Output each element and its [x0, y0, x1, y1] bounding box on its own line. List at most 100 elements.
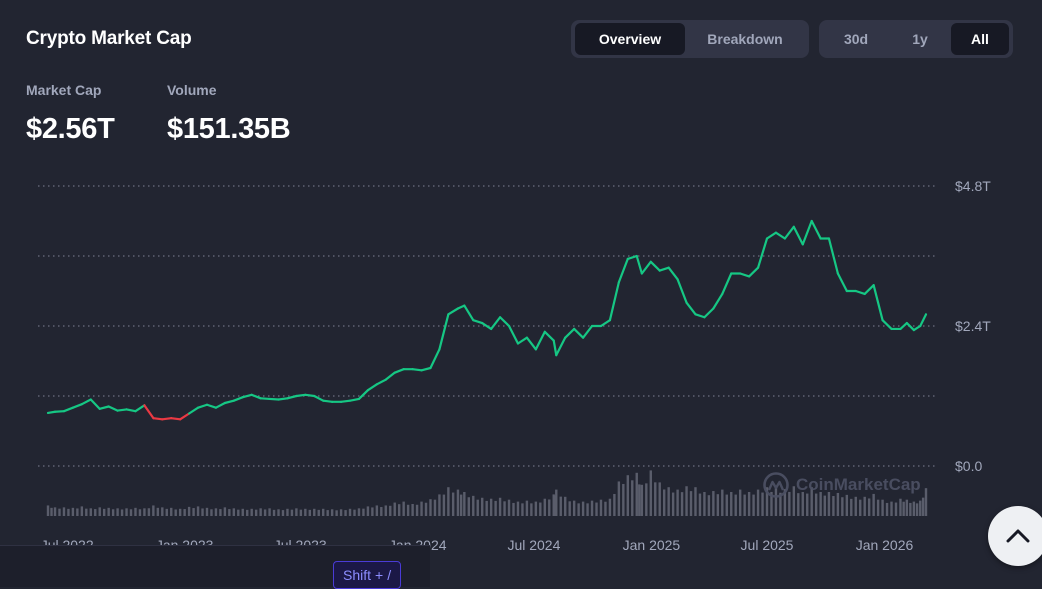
data-point[interactable]	[213, 405, 218, 410]
data-point[interactable]	[294, 394, 299, 399]
data-point[interactable]	[151, 416, 156, 421]
data-point[interactable]	[756, 265, 761, 270]
data-point[interactable]	[616, 280, 621, 285]
data-point[interactable]	[598, 324, 603, 329]
data-point[interactable]	[61, 409, 66, 414]
data-point[interactable]	[240, 395, 245, 400]
data-point[interactable]	[871, 283, 876, 288]
data-point[interactable]	[392, 370, 397, 375]
data-point[interactable]	[455, 306, 460, 311]
data-point[interactable]	[249, 392, 254, 397]
data-point[interactable]	[187, 411, 192, 416]
data-point[interactable]	[889, 326, 894, 331]
data-point[interactable]	[437, 347, 442, 352]
data-point[interactable]	[462, 303, 467, 308]
data-point[interactable]	[401, 367, 406, 372]
keyboard-shortcut-hint[interactable]: Shift + /	[333, 561, 402, 589]
data-point[interactable]	[666, 265, 671, 270]
data-point[interactable]	[675, 277, 680, 282]
data-point[interactable]	[258, 396, 263, 401]
data-point[interactable]	[446, 312, 451, 317]
data-point[interactable]	[844, 289, 849, 294]
data-point[interactable]	[581, 335, 586, 340]
data-point[interactable]	[374, 382, 379, 387]
data-point[interactable]	[590, 324, 595, 329]
data-point[interactable]	[480, 321, 485, 326]
data-point[interactable]	[898, 326, 903, 331]
data-point[interactable]	[800, 242, 805, 247]
data-point[interactable]	[133, 409, 138, 414]
data-point[interactable]	[720, 291, 725, 296]
data-point[interactable]	[765, 236, 770, 241]
data-point[interactable]	[204, 402, 209, 407]
data-point[interactable]	[53, 409, 58, 414]
data-point[interactable]	[634, 254, 639, 259]
data-point[interactable]	[782, 236, 787, 241]
data-point[interactable]	[231, 398, 236, 403]
data-point[interactable]	[267, 396, 272, 401]
data-point[interactable]	[551, 338, 556, 343]
data-point[interactable]	[471, 318, 476, 323]
data-point[interactable]	[88, 397, 93, 402]
scroll-to-top-button[interactable]	[988, 506, 1042, 566]
data-point[interactable]	[818, 236, 823, 241]
data-point[interactable]	[835, 271, 840, 276]
data-point[interactable]	[924, 312, 929, 317]
data-point[interactable]	[533, 347, 538, 352]
data-point[interactable]	[515, 341, 520, 346]
data-point[interactable]	[572, 326, 577, 331]
data-point[interactable]	[607, 318, 612, 323]
data-point[interactable]	[880, 318, 885, 323]
data-point[interactable]	[554, 353, 559, 358]
data-point[interactable]	[702, 315, 707, 320]
data-point[interactable]	[419, 368, 424, 373]
data-point[interactable]	[142, 403, 147, 408]
data-point[interactable]	[693, 312, 698, 317]
data-point[interactable]	[276, 397, 281, 402]
data-point[interactable]	[747, 274, 752, 279]
data-point[interactable]	[428, 366, 433, 371]
data-point[interactable]	[196, 405, 201, 410]
data-point[interactable]	[365, 388, 370, 393]
data-point[interactable]	[160, 417, 165, 422]
data-point[interactable]	[729, 271, 734, 276]
data-point[interactable]	[507, 324, 512, 329]
data-point[interactable]	[106, 404, 111, 409]
data-point[interactable]	[639, 271, 644, 276]
data-point[interactable]	[498, 315, 503, 320]
data-point[interactable]	[853, 289, 858, 294]
data-point[interactable]	[904, 321, 909, 326]
data-point[interactable]	[383, 377, 388, 382]
data-point[interactable]	[524, 335, 529, 340]
data-point[interactable]	[178, 417, 183, 422]
data-point[interactable]	[489, 326, 494, 331]
data-point[interactable]	[348, 398, 353, 403]
data-point[interactable]	[657, 268, 662, 273]
data-point[interactable]	[169, 416, 174, 421]
data-point[interactable]	[321, 398, 326, 403]
data-point[interactable]	[542, 329, 547, 334]
data-point[interactable]	[791, 224, 796, 229]
data-point[interactable]	[222, 401, 227, 406]
data-point[interactable]	[826, 236, 831, 241]
data-point[interactable]	[115, 408, 120, 413]
tab-overview[interactable]: Overview	[575, 23, 685, 55]
data-point[interactable]	[918, 324, 923, 329]
data-point[interactable]	[563, 335, 568, 340]
data-point[interactable]	[711, 306, 716, 311]
tab-breakdown[interactable]: Breakdown	[707, 31, 783, 47]
data-point[interactable]	[124, 407, 129, 412]
data-point[interactable]	[809, 219, 814, 224]
data-point[interactable]	[339, 399, 344, 404]
data-point[interactable]	[738, 271, 743, 276]
data-point[interactable]	[684, 300, 689, 305]
data-point[interactable]	[46, 410, 51, 415]
data-point[interactable]	[303, 392, 308, 397]
data-point[interactable]	[625, 256, 630, 261]
data-point[interactable]	[356, 396, 361, 401]
data-point[interactable]	[410, 367, 415, 372]
range-1y-button[interactable]: 1y	[912, 31, 928, 47]
range-30d-button[interactable]: 30d	[843, 31, 869, 47]
data-point[interactable]	[79, 402, 84, 407]
